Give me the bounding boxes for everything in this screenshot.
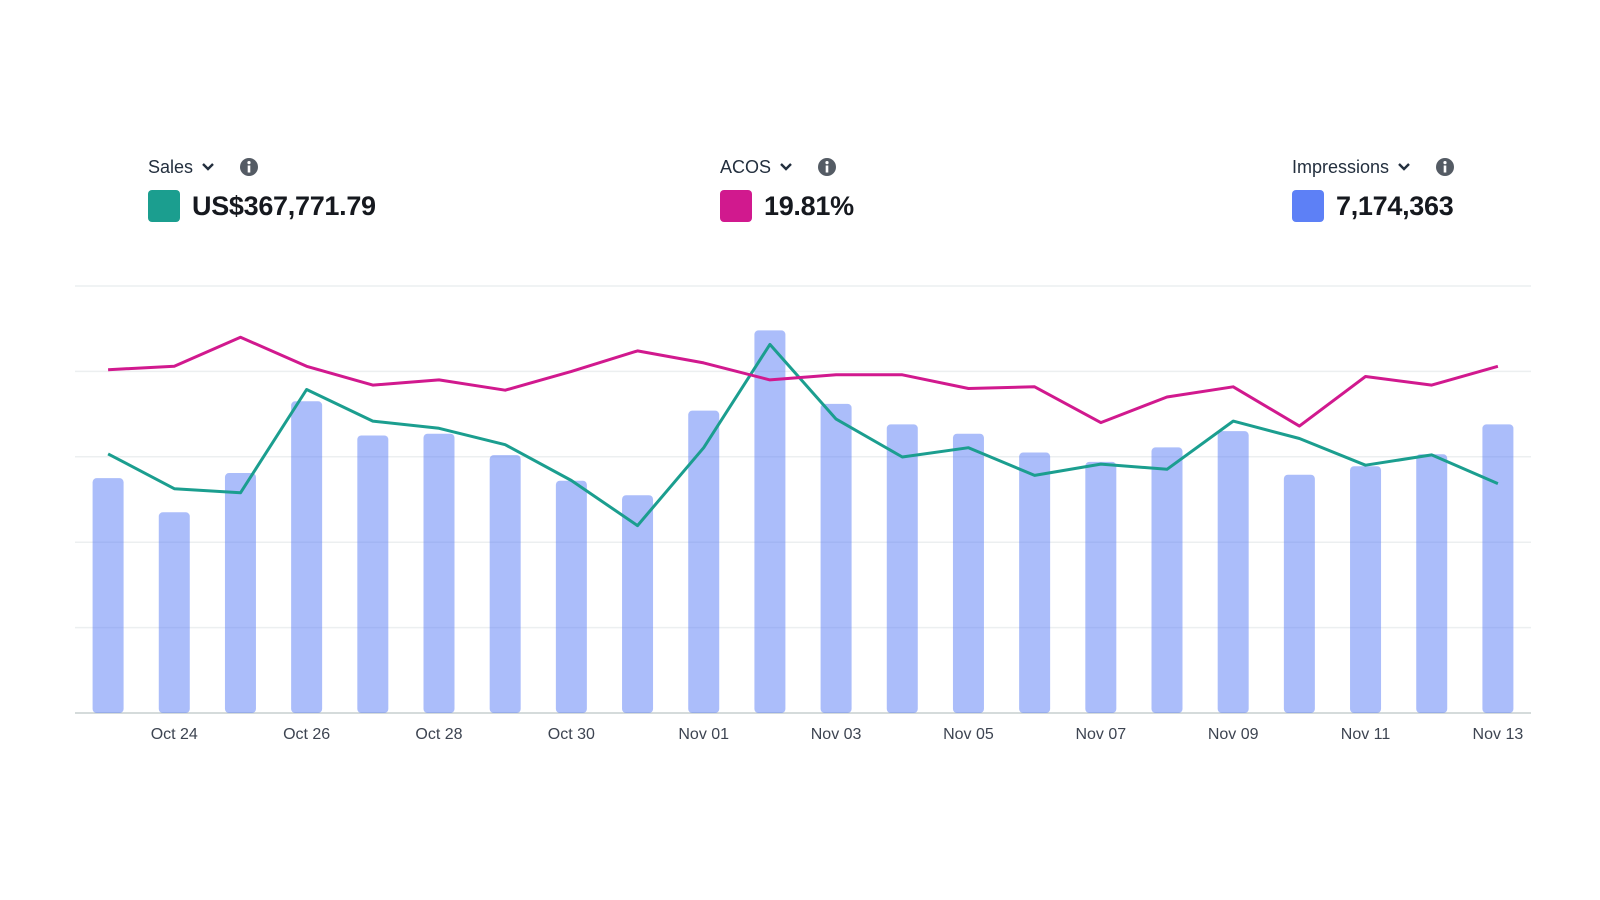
bar bbox=[1217, 431, 1249, 713]
dropdown-chevron[interactable] bbox=[779, 162, 793, 172]
bar bbox=[1085, 461, 1117, 713]
info-icon[interactable] bbox=[239, 157, 259, 177]
legend-swatch bbox=[148, 190, 180, 222]
info-icon[interactable] bbox=[1435, 157, 1455, 177]
line bbox=[107, 342, 1499, 528]
bar bbox=[754, 330, 786, 713]
x-tick-label: Nov 05 bbox=[943, 726, 994, 743]
dropdown-chevron[interactable] bbox=[1397, 162, 1411, 172]
bar bbox=[1151, 447, 1183, 713]
bar bbox=[688, 410, 720, 713]
bar bbox=[92, 478, 124, 713]
x-tick-label: Oct 24 bbox=[151, 726, 198, 743]
metric-selector[interactable]: Sales bbox=[148, 154, 376, 180]
bar bbox=[1283, 474, 1315, 713]
legend-swatch bbox=[720, 190, 752, 222]
x-tick-label: Nov 01 bbox=[678, 726, 729, 743]
metric-card[interactable]: ACOS 19.81% bbox=[720, 154, 854, 222]
bar bbox=[1416, 454, 1448, 713]
bar bbox=[291, 401, 323, 713]
line bbox=[108, 335, 1499, 428]
metric-value: 19.81% bbox=[764, 190, 854, 221]
metric-selector[interactable]: ACOS bbox=[720, 154, 854, 180]
metric-card[interactable]: Sales US$367,771.79 bbox=[148, 154, 376, 222]
bar bbox=[489, 455, 521, 713]
bar bbox=[357, 435, 389, 713]
bar bbox=[555, 480, 587, 713]
metric-label: Impressions bbox=[1292, 156, 1390, 177]
x-tick-label: Oct 26 bbox=[283, 726, 330, 743]
x-tick-label: Nov 13 bbox=[1473, 726, 1524, 743]
bar bbox=[1350, 466, 1382, 713]
bar bbox=[886, 424, 918, 713]
x-tick-label: Nov 03 bbox=[811, 726, 862, 743]
bar bbox=[622, 495, 654, 713]
info-icon[interactable] bbox=[817, 157, 837, 177]
bar bbox=[952, 433, 984, 713]
metric-card[interactable]: Impressions 7,174,363 bbox=[1292, 154, 1455, 222]
metric-value: 7,174,363 bbox=[1336, 190, 1454, 221]
metric-label: ACOS bbox=[720, 156, 772, 177]
bar bbox=[423, 433, 455, 713]
bar bbox=[224, 473, 256, 713]
x-tick-label: Nov 09 bbox=[1208, 726, 1259, 743]
dropdown-chevron[interactable] bbox=[201, 162, 215, 172]
metric-selector[interactable]: Impressions bbox=[1292, 154, 1455, 180]
bar bbox=[158, 512, 190, 713]
x-tick-label: Oct 28 bbox=[415, 726, 462, 743]
x-tick-label: Nov 11 bbox=[1341, 726, 1391, 743]
metric-label: Sales bbox=[148, 156, 194, 177]
metric-value: US$367,771.79 bbox=[192, 190, 376, 221]
x-tick-label: Oct 30 bbox=[548, 726, 595, 743]
x-tick-label: Nov 07 bbox=[1075, 726, 1126, 743]
bar bbox=[1482, 424, 1514, 713]
bar bbox=[1019, 452, 1051, 713]
bar bbox=[820, 403, 852, 713]
legend-swatch bbox=[1292, 190, 1324, 222]
